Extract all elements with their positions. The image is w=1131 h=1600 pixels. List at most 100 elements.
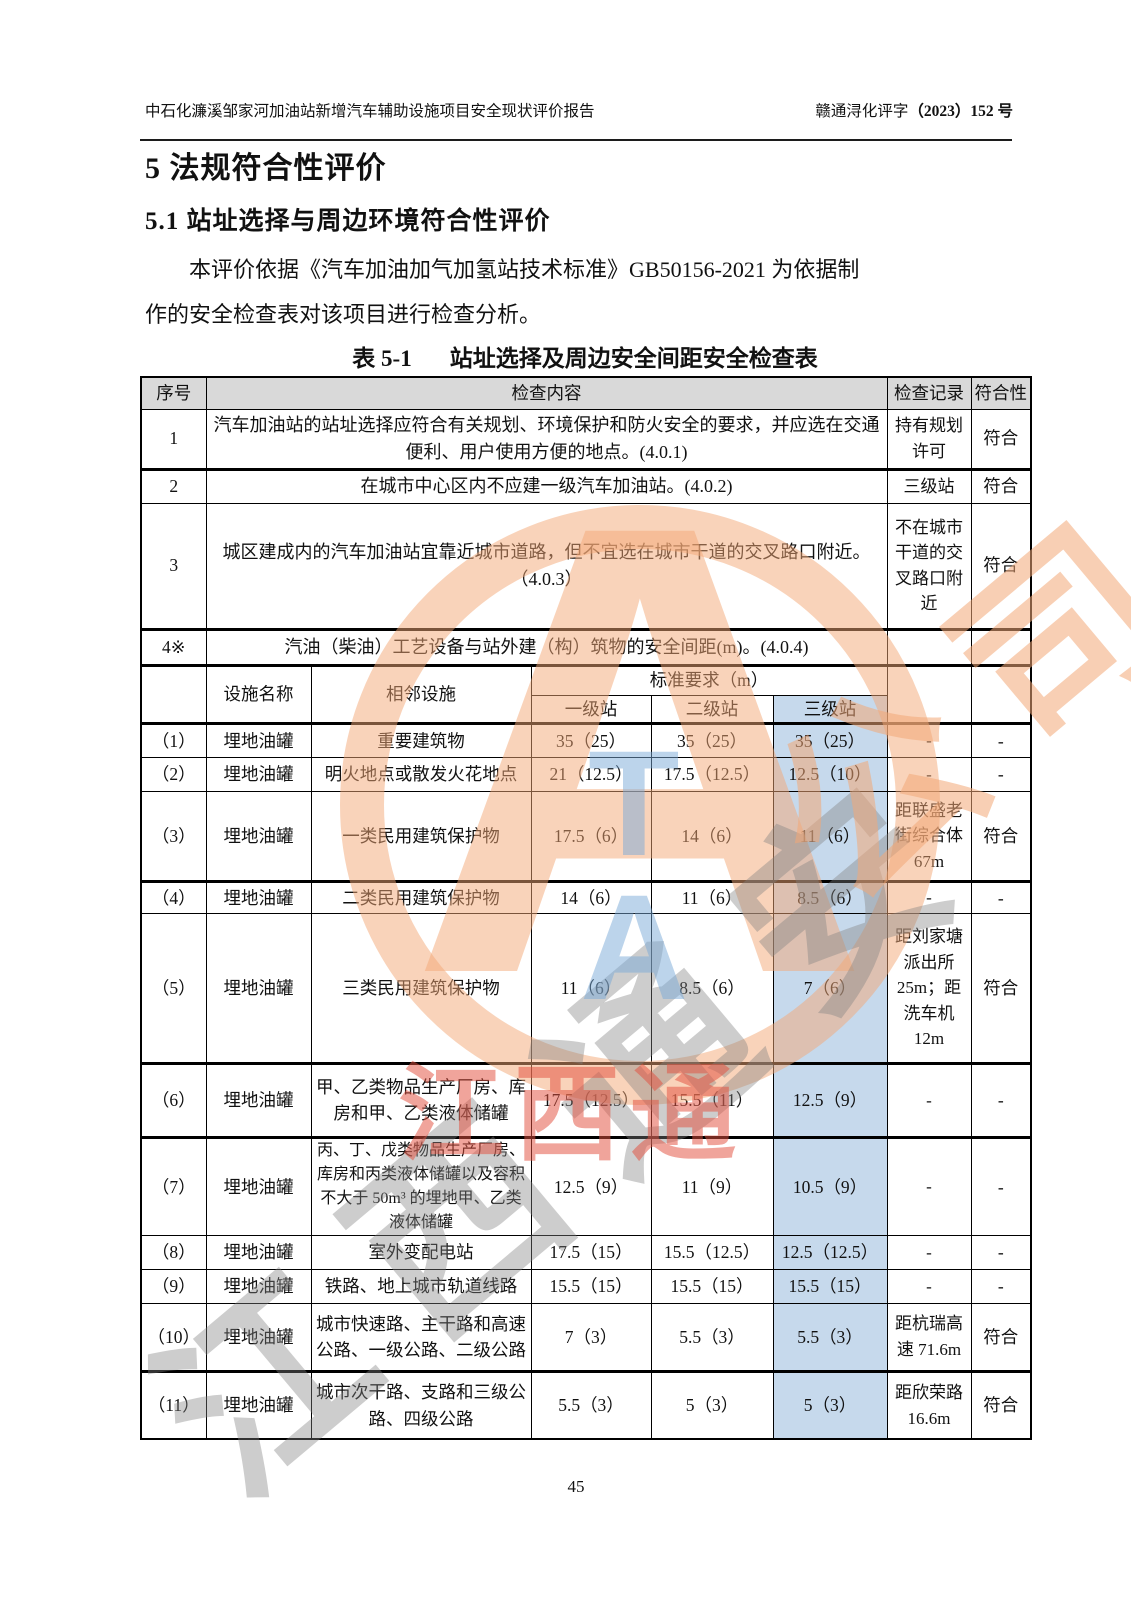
cell-adjacent: 丙、丁、戊类物品生产厂房、库房和丙类液体储罐以及容积不大于 50m³ 的埋地甲、… [310, 1135, 532, 1236]
cell-no: （8） [140, 1234, 207, 1270]
cell-record: 持有规划 许可 [886, 408, 972, 470]
cell-adjacent: 明火地点或散发火花地点 [310, 756, 532, 792]
table-row: （7） 埋地油罐 丙、丁、戊类物品生产厂房、库房和丙类液体储罐以及容积不大于 5… [140, 1135, 1032, 1236]
cell-no: （4） [140, 879, 207, 914]
cell-no: （9） [140, 1268, 207, 1304]
cell-level2: 11（9） [650, 1135, 774, 1236]
safety-checklist-table: 序号 检查内容 检查记录 符合性 1 汽车加油站的站址选择应符合有关规划、环境保… [140, 376, 1032, 1441]
cell-record: 距杭瑞高 速 71.6m [886, 1302, 972, 1372]
cell-record: - [886, 1234, 972, 1270]
table-row: （1） 埋地油罐 重要建筑物 35（25） 35（25） 35（25） - - [140, 721, 1032, 758]
table-row: （10） 埋地油罐 城市快速路、主干路和高速公路、一级公路、二级公路 7（3） … [140, 1302, 1032, 1372]
cell-no: 2 [140, 467, 207, 504]
table-row: （11） 埋地油罐 城市次干路、支路和三级公路、四级公路 5.5（3） 5（3）… [140, 1369, 1032, 1440]
cell-conformity [970, 627, 1032, 666]
cell-facility: 埋地油罐 [205, 790, 312, 882]
cell-level2: 8.5（6） [650, 912, 774, 1064]
cell-conformity: 符合 [970, 502, 1032, 630]
cell-adjacent: 二类民用建筑保护物 [310, 879, 532, 914]
cell-record: - [886, 721, 972, 758]
cell-record-empty [886, 663, 972, 724]
cell-facility: 埋地油罐 [205, 912, 312, 1064]
cell-conformity: - [970, 879, 1032, 914]
cell-conformity: 符合 [970, 1369, 1032, 1440]
cell-no: （3） [140, 790, 207, 882]
table-row: （4） 埋地油罐 二类民用建筑保护物 14（6） 11（6） 8.5（6） - … [140, 879, 1032, 914]
table-row: 1 汽车加油站的站址选择应符合有关规划、环境保护和防火安全的要求，并应选在交通便… [140, 408, 1032, 470]
table-row: （6） 埋地油罐 甲、乙类物品生产厂房、库房和甲、乙类液体储罐 17.5（12.… [140, 1061, 1032, 1138]
section-title: 5.1 站址选择与周边环境符合性评价 [145, 208, 551, 235]
table-row: （3） 埋地油罐 一类民用建筑保护物 17.5（6） 14（6） 11（6） 距… [140, 790, 1032, 882]
cell-facility: 埋地油罐 [205, 1234, 312, 1270]
cell-level1: 15.5（15） [530, 1268, 652, 1304]
intro-paragraph: 本评价依据《汽车加油加气加氢站技术标准》GB50156-2021 为依据制 作的… [145, 257, 860, 327]
table-row: 3 城区建成内的汽车加油站宜靠近城市道路，但不宜选在城市干道的交叉路口附近。 （… [140, 502, 1032, 630]
cell-conformity: - [970, 1268, 1032, 1304]
cell-no: 3 [140, 502, 207, 630]
cell-no: （1） [140, 721, 207, 758]
cell-level3: 5（3） [772, 1369, 888, 1440]
cell-facility: 埋地油罐 [205, 721, 312, 758]
cell-conformity: 符合 [970, 408, 1032, 470]
cell-conformity: 符合 [970, 790, 1032, 882]
cell-record: - [886, 1135, 972, 1236]
cell-level3: 12.5（12.5） [772, 1234, 888, 1270]
cell-conformity-empty [970, 663, 1032, 724]
subheader-adjacent: 相邻设施 [310, 663, 532, 724]
cell-no: （5） [140, 912, 207, 1064]
cell-level2: 17.5（12.5） [650, 756, 774, 792]
cell-conformity: 符合 [970, 467, 1032, 504]
cell-level3: 11（6） [772, 790, 888, 882]
cell-no: （6） [140, 1061, 207, 1138]
header-left-title: 中石化濂溪邹家河加油站新增汽车辅助设施项目安全现状评价报告 [145, 103, 595, 120]
table-caption-title: 站址选择及周边安全间距安全检查表 [449, 346, 818, 371]
subheader-facility: 设施名称 [205, 663, 312, 724]
cell-record: 距欣荣路 16.6m [886, 1369, 972, 1440]
table-row: 2 在城市中心区内不应建一级汽车加油站。(4.0.2) 三级站 符合 [140, 467, 1032, 504]
cell-level2: 15.5（15） [650, 1268, 774, 1304]
cell-level2: 5（3） [650, 1369, 774, 1440]
cell-adjacent: 三类民用建筑保护物 [310, 912, 532, 1064]
cell-level1: 21（12.5） [530, 756, 652, 792]
cell-level3: 5.5（3） [772, 1302, 888, 1372]
cell-adjacent: 城市快速路、主干路和高速公路、一级公路、二级公路 [310, 1302, 532, 1372]
cell-level2: 35（25） [650, 721, 774, 758]
cell-level3: 7（6） [772, 912, 888, 1064]
cell-adjacent: 室外变配电站 [310, 1234, 532, 1270]
cell-level1: 35（25） [530, 721, 652, 758]
table-row: （2） 埋地油罐 明火地点或散发火花地点 21（12.5） 17.5（12.5）… [140, 756, 1032, 792]
cell-conformity: - [970, 756, 1032, 792]
col-header-conformity: 符合性 [970, 376, 1032, 410]
cell-adjacent: 铁路、地上城市轨道线路 [310, 1268, 532, 1304]
table-row: （8） 埋地油罐 室外变配电站 17.5（15） 15.5（12.5） 12.5… [140, 1234, 1032, 1270]
cell-adjacent: 城市次干路、支路和三级公路、四级公路 [310, 1369, 532, 1440]
cell-record: - [886, 879, 972, 914]
table-caption: 表 5-1 站址选择及周边安全间距安全检查表 [140, 339, 1030, 373]
cell-conformity: - [970, 1061, 1032, 1138]
cell-adjacent: 甲、乙类物品生产厂房、库房和甲、乙类液体储罐 [310, 1061, 532, 1138]
cell-conformity: - [970, 1135, 1032, 1236]
cell-level2: 15.5（11） [650, 1061, 774, 1138]
cell-no: 4※ [140, 627, 207, 666]
subheader-standard: 标准要求（m） [530, 663, 888, 696]
cell-conformity: - [970, 721, 1032, 758]
subheader-level3: 三级站 [772, 694, 888, 724]
cell-adjacent: 重要建筑物 [310, 721, 532, 758]
chapter-title: 5 法规符合性评价 [145, 152, 387, 185]
cell-level1: 7（3） [530, 1302, 652, 1372]
cell-facility: 埋地油罐 [205, 1369, 312, 1440]
cell-record: - [886, 1268, 972, 1304]
cell-record [886, 627, 972, 666]
cell-level2: 11（6） [650, 879, 774, 914]
cell-adjacent: 一类民用建筑保护物 [310, 790, 532, 882]
cell-level1: 5.5（3） [530, 1369, 652, 1440]
table-subheader-row: 设施名称 相邻设施 标准要求（m） [140, 663, 1032, 724]
cell-level1: 17.5（6） [530, 790, 652, 882]
cell-facility: 埋地油罐 [205, 879, 312, 914]
cell-level3: 15.5（15） [772, 1268, 888, 1304]
cell-level3: 8.5（6） [772, 879, 888, 914]
cell-level1: 14（6） [530, 879, 652, 914]
cell-record: 距刘家塘 派出所 25m；距 洗车机 12m [886, 912, 972, 1064]
page-number: 45 [567, 1477, 585, 1496]
cell-no: （10） [140, 1302, 207, 1372]
